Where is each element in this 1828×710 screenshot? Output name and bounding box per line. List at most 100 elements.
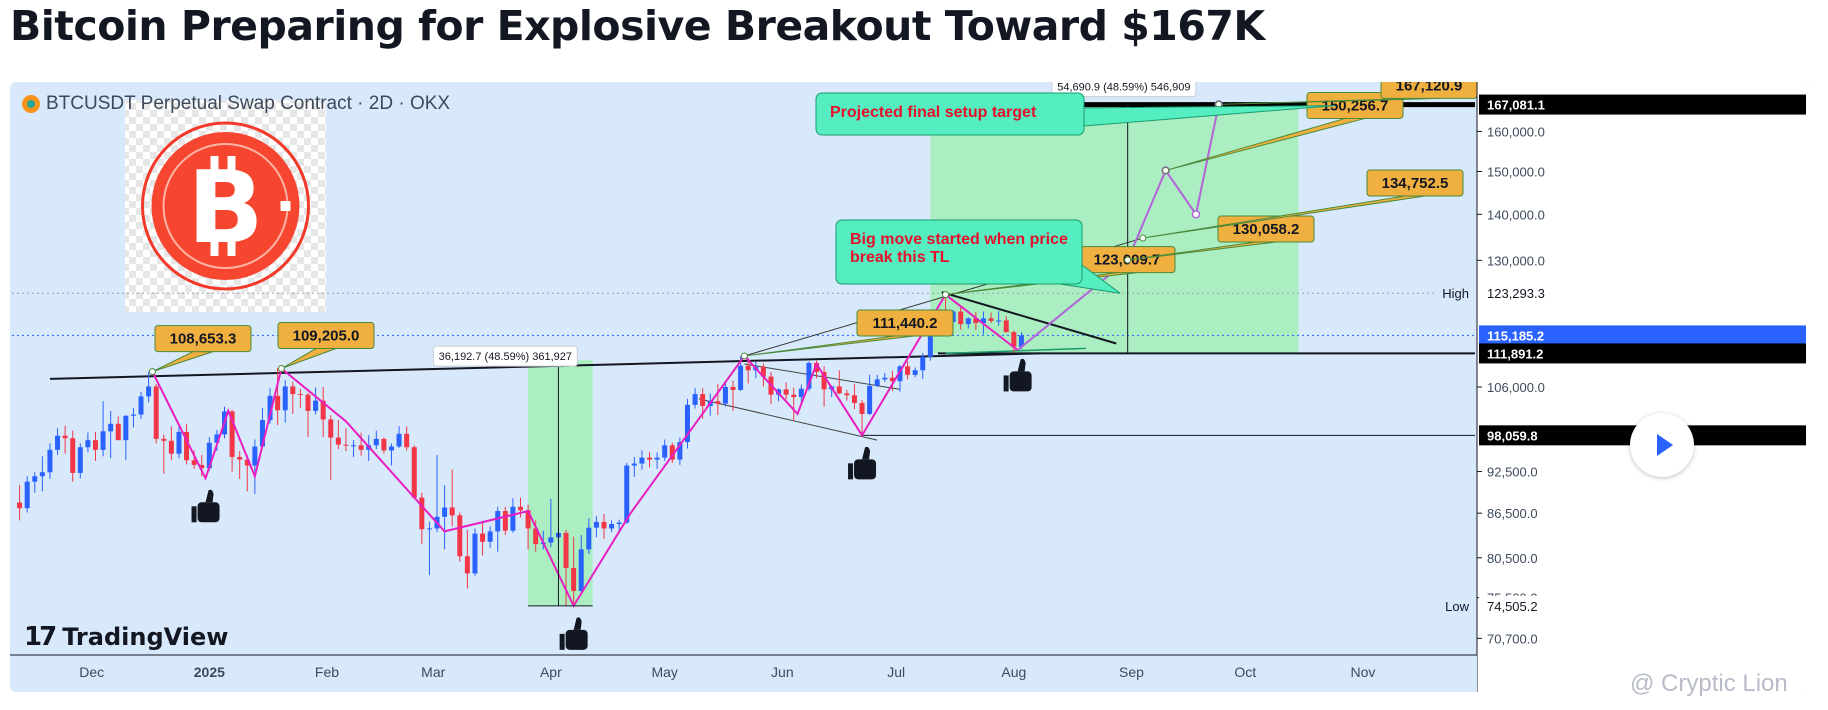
candle-body — [631, 463, 637, 466]
channel-lower-line — [698, 398, 878, 441]
thumb-hand — [565, 629, 588, 650]
thumb-cuff — [559, 633, 565, 650]
y-tick-label: 86,500.0 — [1487, 506, 1538, 521]
candle-body — [593, 521, 599, 528]
breakout-trendline — [941, 291, 1117, 345]
x-tick-label: 2025 — [194, 664, 225, 680]
price-marker-box — [1479, 343, 1806, 364]
candle-body — [77, 447, 83, 473]
play-button[interactable] — [1630, 413, 1694, 477]
measurement-label-box — [1051, 82, 1197, 98]
price-callout: 150,256.7 — [1162, 91, 1404, 174]
callout-value: 109,205.0 — [293, 328, 360, 345]
bitcoin-symbol-stroke — [227, 242, 236, 256]
candle-body — [897, 366, 903, 382]
chart-panel[interactable]: B 36,192.7 (48.59%) 361,927 54,690.9 (48.5… — [10, 82, 1810, 692]
note-trendline-break: Big move started when price break this TL — [835, 219, 1121, 294]
candle-body — [1018, 335, 1024, 347]
x-axis-panel — [10, 655, 1477, 692]
price-marker: 115,185.2 — [1479, 325, 1806, 346]
candle-body — [480, 533, 486, 542]
x-tick-label: Nov — [1350, 664, 1375, 680]
candle-body — [252, 446, 258, 466]
tradingview-logo[interactable]: 17 TradingView — [24, 622, 228, 652]
candle-body — [108, 423, 114, 432]
y-tick-label: 160,000.0 — [1487, 124, 1545, 139]
callout-anchor — [1139, 234, 1147, 242]
candle-body — [176, 431, 182, 454]
candle-body — [874, 379, 880, 386]
candle-body — [442, 507, 448, 517]
candle-body — [510, 506, 516, 531]
price-marker: 167,081.1 — [1479, 94, 1806, 115]
thumb-finger — [862, 446, 871, 460]
candle-body — [464, 556, 470, 574]
candle-body — [586, 527, 592, 550]
candle-body — [168, 440, 174, 454]
page-title: Bitcoin Preparing for Explosive Breakout… — [10, 2, 1265, 50]
symbol-label[interactable]: BTCUSDT Perpetual Swap Contract · 2D · O… — [46, 93, 451, 114]
candle-body — [867, 385, 873, 414]
candle-body — [920, 356, 926, 371]
thumb-hand — [197, 502, 220, 523]
candle-body — [335, 437, 341, 445]
price-marker-box — [1479, 94, 1806, 115]
coin-face — [151, 132, 300, 280]
y-tick-label: 150,000.0 — [1487, 165, 1545, 180]
candle-body — [184, 431, 190, 461]
candle-body — [449, 507, 455, 516]
candle-body — [214, 434, 220, 443]
candle-body — [745, 365, 751, 371]
candle-body — [17, 502, 23, 509]
candle-body — [138, 396, 144, 415]
candle-body — [889, 377, 895, 382]
thumbs-up-icon — [848, 446, 877, 480]
candle-body — [47, 449, 53, 473]
x-tick-label: Jun — [771, 664, 794, 680]
candle-body — [229, 411, 235, 457]
okx-exchange-icon — [22, 95, 40, 113]
candle-body — [472, 533, 478, 574]
note-box — [815, 92, 1085, 136]
y-tick-label: 70,700.0 — [1487, 631, 1538, 646]
note-text: Big move started when price break this TL — [850, 231, 1068, 266]
candle-body — [320, 400, 326, 420]
y-tick-label: 106,000.0 — [1487, 380, 1545, 395]
candle-body — [912, 370, 918, 375]
measurement-label-text: 36,192.7 (48.59%) 361,927 — [439, 351, 572, 363]
candle-body — [601, 521, 607, 529]
candle-body — [836, 386, 842, 394]
candle-body — [525, 510, 531, 529]
callout-anchor — [277, 365, 285, 373]
candle-body — [730, 387, 736, 390]
thumbs-up-icon — [191, 489, 220, 523]
candle-body — [738, 365, 744, 390]
price-marker: 123,293.3 High — [1435, 283, 1806, 304]
note-line: Big move started when price — [850, 231, 1068, 248]
projection-point — [1191, 210, 1201, 219]
candlestick-chart[interactable]: B 36,192.7 (48.59%) 361,927 54,690.9 (48.5… — [10, 82, 1810, 692]
price-marker-tag-bg — [1435, 595, 1475, 616]
bitcoin-symbol-dot — [280, 201, 291, 211]
candle-body — [639, 457, 645, 464]
bitcoin-symbol-stroke — [210, 156, 219, 170]
price-marker-box — [1479, 325, 1806, 346]
price-marker-value: 98,059.8 — [1487, 428, 1538, 443]
coin-rim — [141, 121, 310, 291]
y-tick-label: 92,500.0 — [1487, 465, 1538, 480]
candle-body — [275, 395, 281, 411]
candle-body — [662, 445, 668, 458]
candle-body — [502, 511, 508, 531]
candle-body — [798, 388, 804, 398]
symbol-header[interactable]: BTCUSDT Perpetual Swap Contract · 2D · O… — [22, 93, 450, 115]
x-tick-label: Mar — [421, 664, 445, 680]
x-tick-label: Aug — [1001, 664, 1026, 680]
x-tick-label: Apr — [540, 664, 562, 680]
candle-body — [609, 524, 615, 529]
candle-body — [404, 433, 410, 448]
candle-body — [988, 318, 994, 321]
price-marker-box — [1479, 595, 1806, 616]
thumb-hand — [1009, 371, 1032, 392]
price-callout: 167,120.9 — [1215, 82, 1478, 108]
callout-anchor — [942, 291, 950, 299]
